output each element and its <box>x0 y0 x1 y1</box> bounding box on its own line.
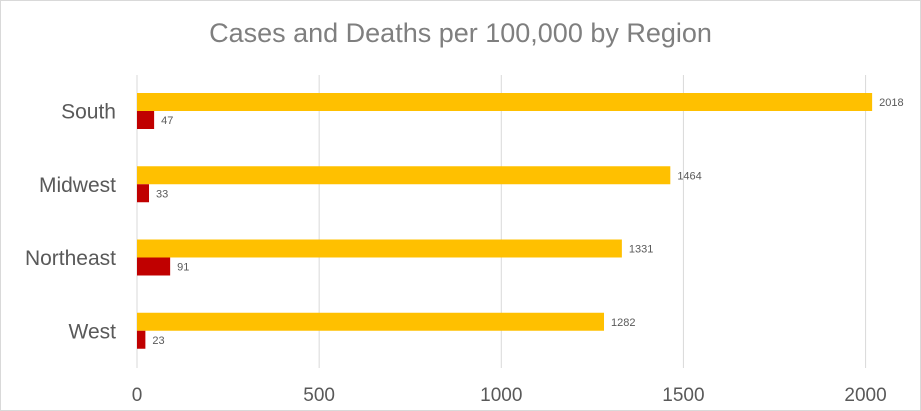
data-label-s0-3: 1282 <box>611 317 635 329</box>
bar-s0-1 <box>137 166 671 185</box>
data-label-s1-2: 91 <box>177 262 189 274</box>
data-label-s1-3: 23 <box>152 335 164 347</box>
bar-s0-2 <box>137 239 622 258</box>
bar-s1-2 <box>137 257 171 276</box>
chart-title: Cases and Deaths per 100,000 by Region <box>209 18 712 48</box>
x-tick-label-0: 0 <box>132 385 143 406</box>
data-label-s0-0: 2018 <box>879 97 903 109</box>
x-tick-label-2: 1000 <box>480 385 522 406</box>
labels: 0 500 1000 1500 2000 South 2018 47 Midwest 1464 33… <box>25 97 904 406</box>
category-label-0: South <box>61 101 116 124</box>
bars <box>137 93 873 349</box>
data-label-s1-0: 47 <box>161 115 173 127</box>
bar-s1-1 <box>137 184 150 203</box>
category-label-1: Midwest <box>39 174 116 197</box>
bar-s0-0 <box>137 93 873 111</box>
x-tick-label-3: 1500 <box>662 385 704 406</box>
data-label-s0-2: 1331 <box>629 244 653 256</box>
category-label-3: West <box>69 320 117 343</box>
bar-s1-0 <box>137 111 155 129</box>
bar-s1-3 <box>137 330 146 349</box>
x-tick-label-1: 500 <box>303 385 335 406</box>
category-label-2: Northeast <box>25 247 116 270</box>
data-label-s1-1: 33 <box>156 188 168 200</box>
data-label-s0-1: 1464 <box>677 170 701 182</box>
x-tick-label-4: 2000 <box>844 385 886 406</box>
bar-s0-3 <box>137 312 605 331</box>
